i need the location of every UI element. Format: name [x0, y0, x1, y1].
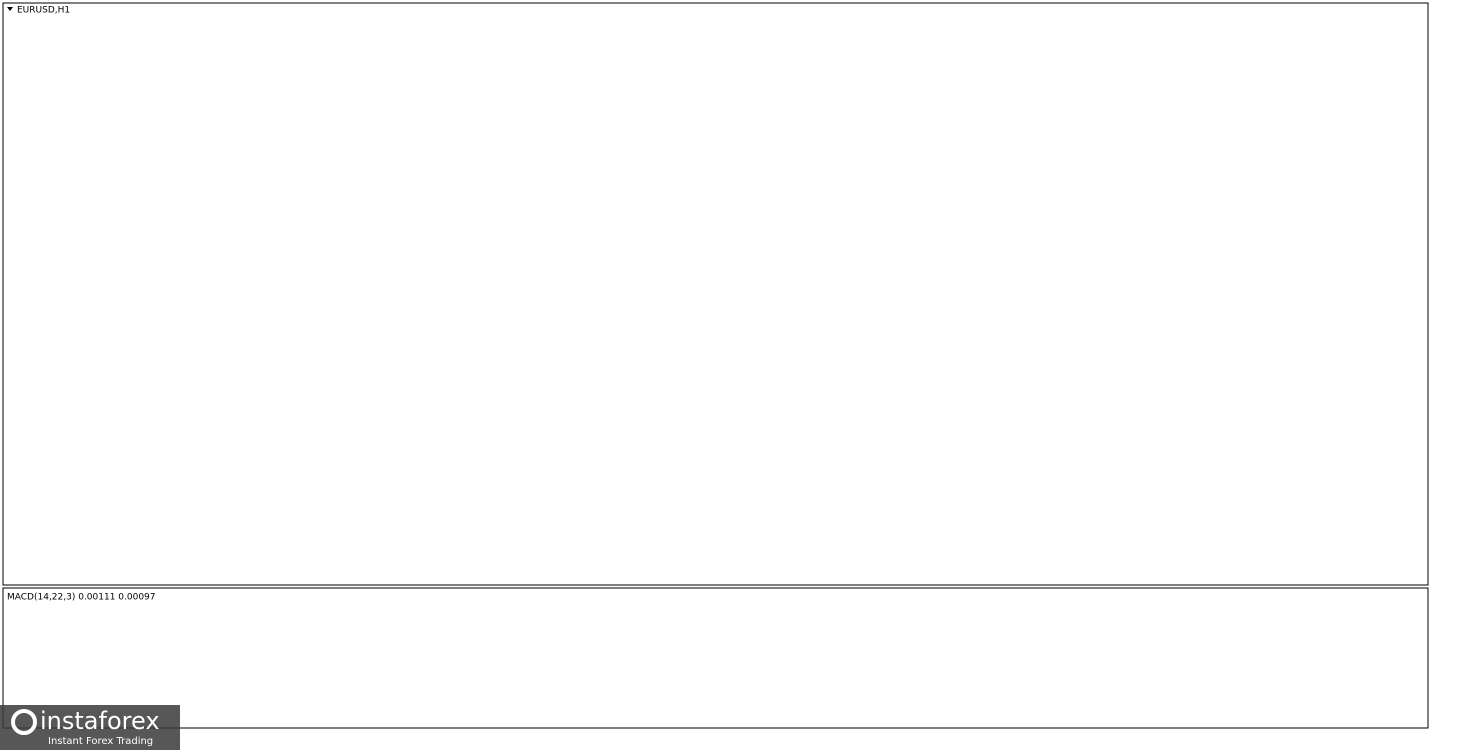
tagline: Instant Forex Trading	[48, 736, 153, 747]
brand: instaforex	[40, 707, 160, 735]
chart-title: EURUSD,H1	[17, 6, 70, 16]
main-frame	[2, 2, 1429, 586]
macd-title: MACD(14,22,3) 0.00111 0.00097	[7, 593, 156, 603]
macd-frame	[2, 587, 1429, 729]
logo-icon	[11, 709, 37, 735]
title-arrow	[7, 7, 13, 11]
